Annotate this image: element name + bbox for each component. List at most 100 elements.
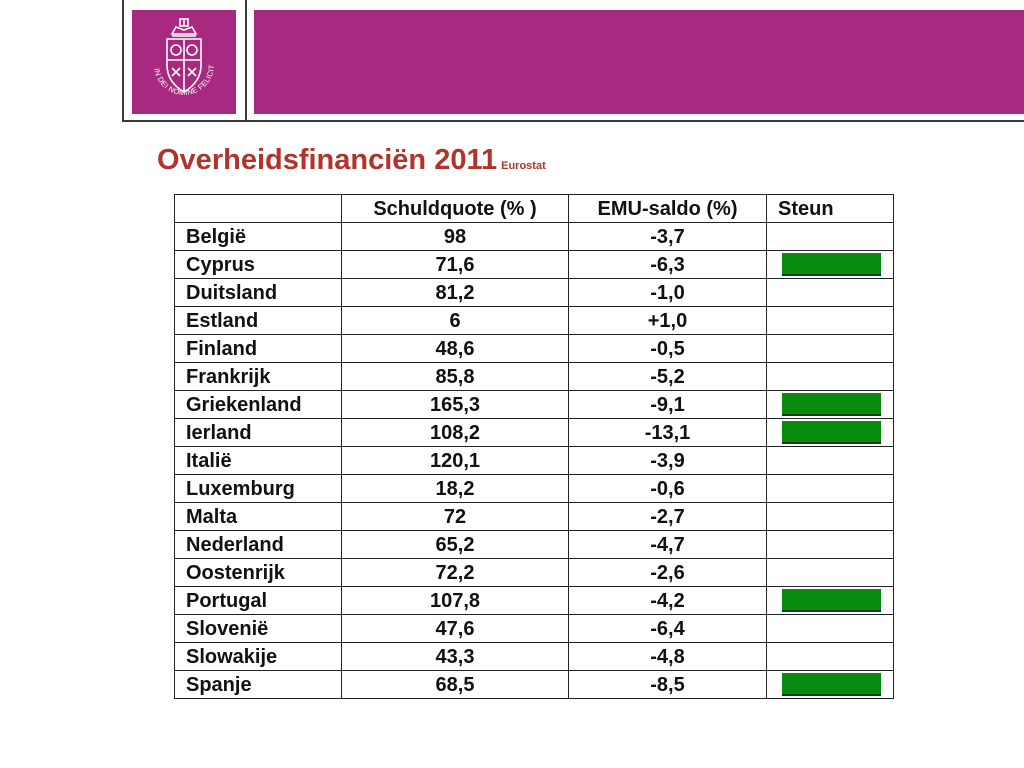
title-main: Overheidsfinanciën 2011: [157, 144, 498, 176]
table-row: Ierland 108,2 -13,1: [174, 418, 894, 447]
country-cell: Griekenland: [174, 390, 342, 419]
emu-balance-cell: -0,5: [568, 334, 767, 363]
country-cell: België: [174, 222, 342, 251]
debt-ratio-cell: 68,5: [341, 670, 569, 699]
debt-ratio-cell: 72: [341, 502, 569, 531]
table-row: Finland 48,6 -0,5: [174, 334, 894, 363]
aid-cell: [766, 670, 894, 699]
header-debt-ratio: Schuldquote (% ): [341, 194, 569, 223]
table-row: Malta 72 -2,7: [174, 502, 894, 531]
country-cell: Italië: [174, 446, 342, 475]
emu-balance-cell: -1,0: [568, 278, 767, 307]
debt-ratio-cell: 47,6: [341, 614, 569, 643]
debt-ratio-cell: 6: [341, 306, 569, 335]
aid-marker: [782, 421, 881, 444]
aid-cell: [766, 278, 894, 307]
country-cell: Estland: [174, 306, 342, 335]
aid-cell: [766, 250, 894, 279]
emu-balance-cell: -6,3: [568, 250, 767, 279]
aid-cell: [766, 586, 894, 615]
debt-ratio-cell: 18,2: [341, 474, 569, 503]
country-cell: Frankrijk: [174, 362, 342, 391]
country-cell: Slovenië: [174, 614, 342, 643]
header-country: [174, 194, 342, 223]
aid-cell: [766, 614, 894, 643]
emu-balance-cell: -13,1: [568, 418, 767, 447]
emu-balance-cell: -0,6: [568, 474, 767, 503]
emu-balance-cell: -9,1: [568, 390, 767, 419]
aid-cell: [766, 446, 894, 475]
header-frame: [122, 0, 1024, 122]
emu-balance-cell: -4,2: [568, 586, 767, 615]
aid-cell: [766, 306, 894, 335]
emu-balance-cell: -4,7: [568, 530, 767, 559]
debt-ratio-cell: 48,6: [341, 334, 569, 363]
country-cell: Ierland: [174, 418, 342, 447]
emu-balance-cell: -2,7: [568, 502, 767, 531]
debt-ratio-cell: 85,8: [341, 362, 569, 391]
debt-ratio-cell: 98: [341, 222, 569, 251]
country-cell: Oostenrijk: [174, 558, 342, 587]
aid-cell: [766, 362, 894, 391]
university-logo: IN DEI NOMINE FELICITER: [132, 10, 236, 114]
table-header-row: Schuldquote (% ) EMU-saldo (%) Steun: [174, 194, 894, 223]
table-row: Estland 6 +1,0: [174, 306, 894, 335]
table-row: Luxemburg 18,2 -0,6: [174, 474, 894, 503]
header-divider: [245, 0, 247, 120]
emu-balance-cell: -2,6: [568, 558, 767, 587]
debt-ratio-cell: 107,8: [341, 586, 569, 615]
header-banner: [254, 10, 1024, 114]
country-cell: Nederland: [174, 530, 342, 559]
aid-cell: [766, 558, 894, 587]
table-row: België 98 -3,7: [174, 222, 894, 251]
table-row: Duitsland 81,2 -1,0: [174, 278, 894, 307]
emu-balance-cell: -4,8: [568, 642, 767, 671]
title-source: Eurostat: [501, 160, 546, 172]
table-row: Nederland 65,2 -4,7: [174, 530, 894, 559]
debt-ratio-cell: 65,2: [341, 530, 569, 559]
debt-ratio-cell: 120,1: [341, 446, 569, 475]
aid-cell: [766, 502, 894, 531]
university-seal-icon: IN DEI NOMINE FELICITER: [132, 10, 216, 97]
debt-ratio-cell: 72,2: [341, 558, 569, 587]
table-row: Oostenrijk 72,2 -2,6: [174, 558, 894, 587]
debt-ratio-cell: 165,3: [341, 390, 569, 419]
debt-ratio-cell: 108,2: [341, 418, 569, 447]
aid-marker: [782, 253, 881, 276]
header-emu-balance: EMU-saldo (%): [568, 194, 767, 223]
country-cell: Duitsland: [174, 278, 342, 307]
finance-table: Schuldquote (% ) EMU-saldo (%) Steun Bel…: [174, 194, 894, 699]
table-row: Cyprus 71,6 -6,3: [174, 250, 894, 279]
country-cell: Cyprus: [174, 250, 342, 279]
aid-cell: [766, 418, 894, 447]
emu-balance-cell: -6,4: [568, 614, 767, 643]
table-row: Italië 120,1 -3,9: [174, 446, 894, 475]
aid-cell: [766, 390, 894, 419]
table-row: Spanje 68,5 -8,5: [174, 670, 894, 699]
table-body: België 98 -3,7 Cyprus 71,6 -6,3 Duitsland 81,2-…: [174, 222, 894, 699]
aid-marker: [782, 673, 881, 696]
debt-ratio-cell: 71,6: [341, 250, 569, 279]
debt-ratio-cell: 81,2: [341, 278, 569, 307]
table-row: Frankrijk 85,8 -5,2: [174, 362, 894, 391]
aid-cell: [766, 642, 894, 671]
country-cell: Portugal: [174, 586, 342, 615]
emu-balance-cell: -3,9: [568, 446, 767, 475]
emu-balance-cell: +1,0: [568, 306, 767, 335]
slide-title: Overheidsfinanciën 2011 Eurostat: [157, 144, 546, 177]
country-cell: Malta: [174, 502, 342, 531]
table-row: Portugal 107,8 -4,2: [174, 586, 894, 615]
header-aid: Steun: [766, 194, 894, 223]
aid-marker: [782, 393, 881, 416]
debt-ratio-cell: 43,3: [341, 642, 569, 671]
country-cell: Finland: [174, 334, 342, 363]
aid-cell: [766, 222, 894, 251]
aid-cell: [766, 530, 894, 559]
country-cell: Slowakije: [174, 642, 342, 671]
emu-balance-cell: -8,5: [568, 670, 767, 699]
table-row: Slovenië 47,6 -6,4: [174, 614, 894, 643]
table-row: Slowakije 43,3 -4,8: [174, 642, 894, 671]
aid-marker: [782, 589, 881, 612]
aid-cell: [766, 334, 894, 363]
country-cell: Luxemburg: [174, 474, 342, 503]
